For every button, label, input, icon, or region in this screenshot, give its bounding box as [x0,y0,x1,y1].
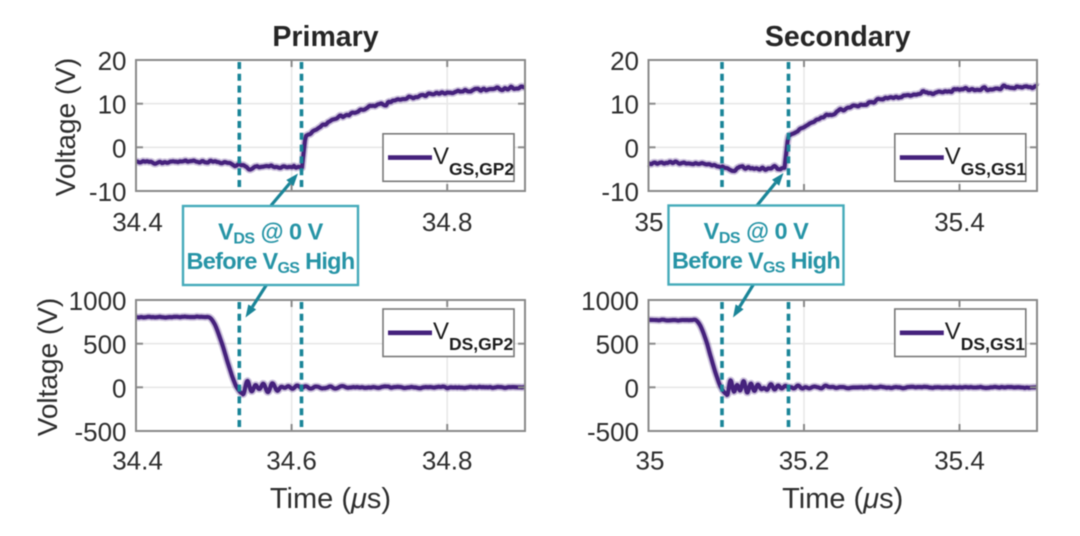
svg-text:0: 0 [625,133,639,163]
svg-text:34.6: 34.6 [266,446,317,476]
svg-text:-10: -10 [89,177,127,207]
svg-text:20: 20 [610,46,639,76]
svg-text:34.4: 34.4 [112,207,163,237]
svg-text:1000: 1000 [69,286,127,316]
svg-text:0: 0 [112,133,126,163]
svg-text:35.4: 35.4 [934,446,985,476]
svg-text:34.8: 34.8 [422,207,473,237]
svg-text:Primary: Primary [272,21,378,53]
svg-text:DS,GP2: DS,GP2 [449,334,513,354]
svg-text:-500: -500 [74,417,126,447]
svg-text:-500: -500 [587,417,639,447]
svg-text:V: V [945,318,961,345]
svg-text:34.8: 34.8 [422,446,473,476]
svg-text:-10: -10 [601,177,639,207]
svg-text:Voltage (V): Voltage (V) [32,298,63,437]
svg-text:Secondary: Secondary [765,21,911,53]
svg-text:V: V [433,143,449,170]
svg-text:GS,GP2: GS,GP2 [449,159,514,179]
svg-text:Time (μs): Time (μs) [270,483,391,515]
svg-text:Voltage (V): Voltage (V) [50,58,81,197]
svg-text:Before VGS High: Before VGS High [672,247,840,276]
svg-text:35.4: 35.4 [934,207,985,237]
svg-text:35.2: 35.2 [779,446,830,476]
svg-text:Time (μs): Time (μs) [782,483,903,515]
svg-text:35: 35 [636,446,665,476]
svg-text:20: 20 [98,46,127,76]
svg-text:500: 500 [83,330,126,360]
svg-text:34.4: 34.4 [112,446,163,476]
svg-text:10: 10 [610,90,639,120]
svg-text:500: 500 [596,330,639,360]
svg-text:35: 35 [635,207,664,237]
svg-text:Before VGS High: Before VGS High [186,248,354,277]
svg-text:V: V [945,143,961,170]
svg-text:V: V [433,318,449,345]
svg-text:1000: 1000 [581,286,639,316]
svg-text:DS,GS1: DS,GS1 [961,334,1025,354]
svg-text:GS,GS1: GS,GS1 [961,159,1026,179]
svg-text:10: 10 [98,90,127,120]
svg-text:0: 0 [112,373,126,403]
svg-text:0: 0 [625,373,639,403]
